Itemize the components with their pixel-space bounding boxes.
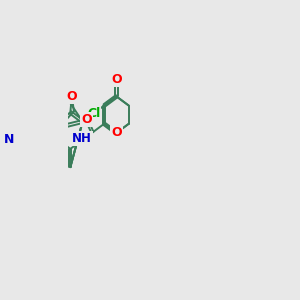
- Text: O: O: [67, 90, 77, 103]
- Text: O: O: [111, 126, 122, 140]
- Text: NH: NH: [72, 132, 92, 145]
- Text: N: N: [4, 133, 14, 146]
- Text: Cl: Cl: [87, 107, 100, 120]
- Text: O: O: [81, 112, 92, 125]
- Text: O: O: [111, 74, 122, 86]
